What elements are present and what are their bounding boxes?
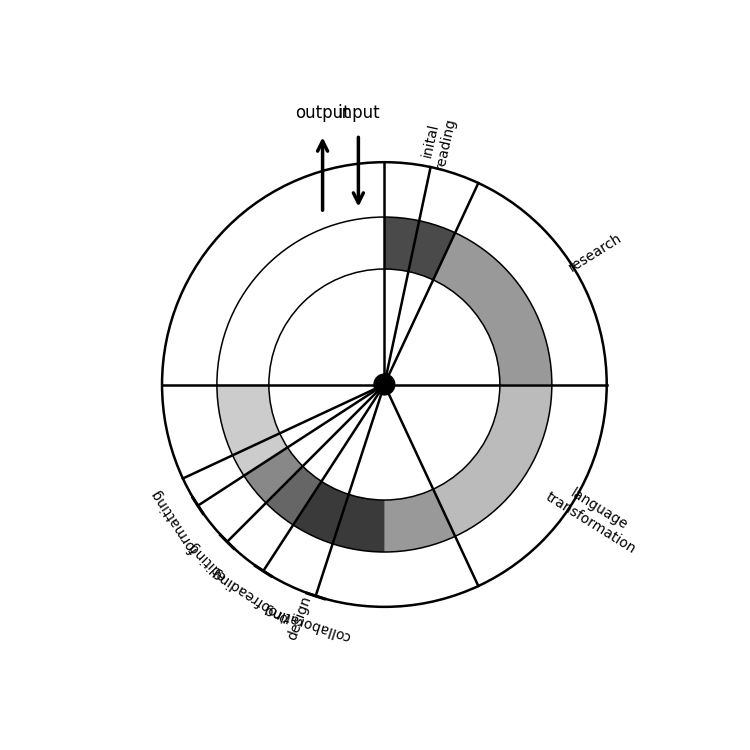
Polygon shape: [433, 385, 552, 536]
Polygon shape: [293, 482, 384, 552]
Text: output: output: [296, 104, 350, 122]
Text: input: input: [337, 104, 380, 122]
Text: collaborating: collaborating: [262, 602, 352, 643]
Polygon shape: [232, 433, 455, 552]
Text: formatting: formatting: [148, 486, 200, 556]
Circle shape: [374, 374, 394, 395]
Polygon shape: [266, 466, 322, 525]
Text: editing: editing: [185, 539, 230, 584]
Polygon shape: [433, 232, 552, 385]
Text: proofreading: proofreading: [207, 564, 290, 625]
Text: language
transformation: language transformation: [543, 476, 646, 556]
Text: inital
reading: inital reading: [418, 113, 458, 171]
Polygon shape: [217, 385, 287, 476]
Text: research: research: [566, 231, 624, 274]
Polygon shape: [244, 448, 303, 503]
Text: design: design: [285, 594, 314, 642]
Polygon shape: [384, 217, 455, 280]
